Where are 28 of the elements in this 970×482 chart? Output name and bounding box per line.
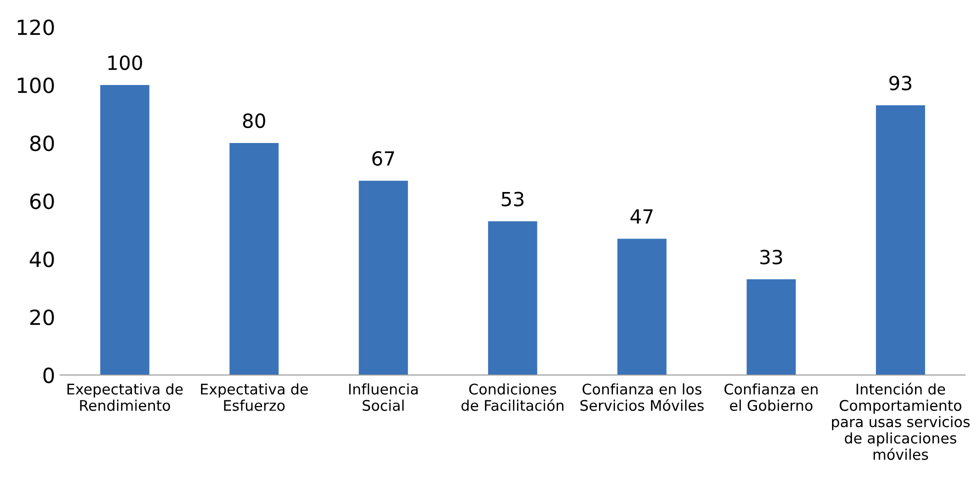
x-tick-label: Exepectativa de Rendimiento [67,383,183,411]
data-label: 53 [502,192,524,206]
y-tick-label: 80 [30,135,54,152]
x-tick-label: Influencia Social [349,383,418,411]
x-tick-label: Condiciones de Facilitación [461,383,564,411]
y-tick-label: 60 [30,193,54,210]
y-tick-label: 100 [18,77,54,94]
bar [488,221,538,375]
bar [358,180,408,375]
y-tick-label: 0 [43,367,54,384]
y-tick-label: 120 [18,19,54,36]
x-tick-label: Confianza en los Servicios Móviles [580,383,704,411]
x-tick-label: Expectativa de Esfuerzo [201,383,308,411]
y-tick-label: 40 [30,251,54,268]
data-label: 33 [760,250,782,264]
bar [617,238,666,375]
data-label: 100 [108,55,142,70]
bar [100,84,150,375]
data-label: 47 [630,209,653,224]
data-label: 80 [243,113,266,128]
x-tick-label: Intención de Comportamiento para usas servicios de aplicaciones móviles [832,382,970,460]
bar [230,142,279,375]
bar [746,279,796,375]
data-label: 93 [889,76,912,90]
data-label: 67 [372,151,394,166]
x-tick-label: Confianza en el Gobierno [724,383,818,411]
bar [876,105,926,375]
y-tick-label: 20 [30,309,54,326]
